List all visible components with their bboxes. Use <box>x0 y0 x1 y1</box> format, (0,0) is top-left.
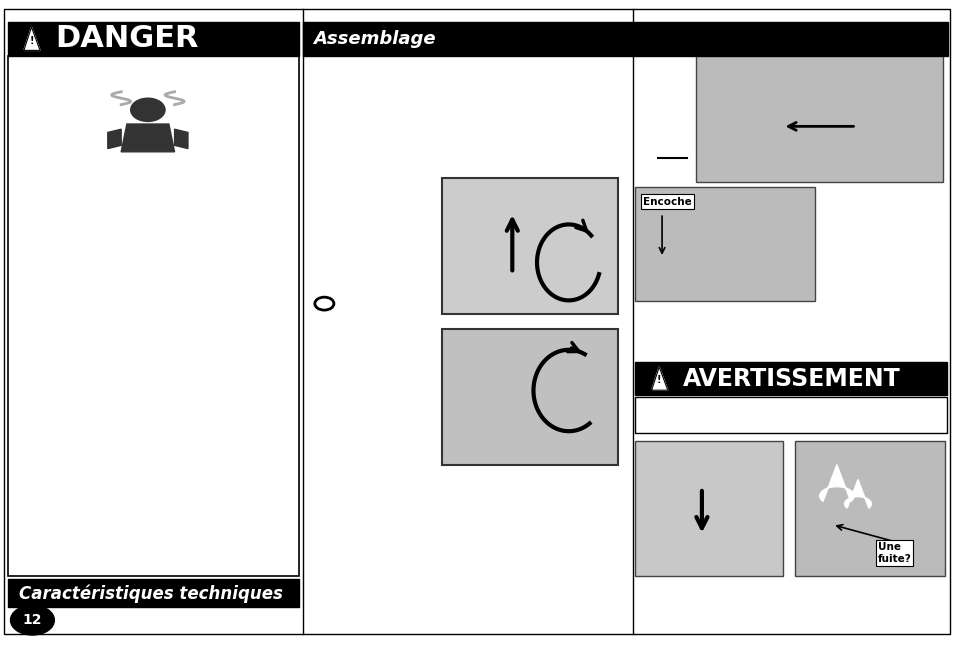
Bar <box>635 397 946 433</box>
Polygon shape <box>108 129 121 149</box>
Polygon shape <box>174 129 188 149</box>
Bar <box>794 441 944 576</box>
Text: !: ! <box>30 36 33 46</box>
Bar <box>8 56 298 576</box>
Bar <box>441 178 618 314</box>
Polygon shape <box>843 479 870 508</box>
Text: DANGER: DANGER <box>55 25 198 53</box>
Text: AVERTISSEMENT: AVERTISSEMENT <box>682 366 900 391</box>
Text: Caractéristiques techniques: Caractéristiques techniques <box>19 584 283 603</box>
Bar <box>8 22 298 56</box>
Polygon shape <box>24 27 40 50</box>
Text: !: ! <box>657 375 660 386</box>
Circle shape <box>131 98 165 121</box>
Bar <box>441 329 618 465</box>
Bar <box>635 187 814 301</box>
Bar <box>696 43 942 182</box>
Bar <box>8 579 298 607</box>
Bar <box>635 362 946 395</box>
Polygon shape <box>121 124 174 152</box>
Bar <box>635 441 782 576</box>
Bar <box>303 22 947 56</box>
Text: Assemblage: Assemblage <box>313 30 436 48</box>
Polygon shape <box>651 367 667 390</box>
Circle shape <box>10 605 54 635</box>
Text: Une
fuite?: Une fuite? <box>877 542 910 564</box>
Text: Encoche: Encoche <box>642 196 691 207</box>
Text: 12: 12 <box>23 613 42 627</box>
Polygon shape <box>819 464 853 501</box>
